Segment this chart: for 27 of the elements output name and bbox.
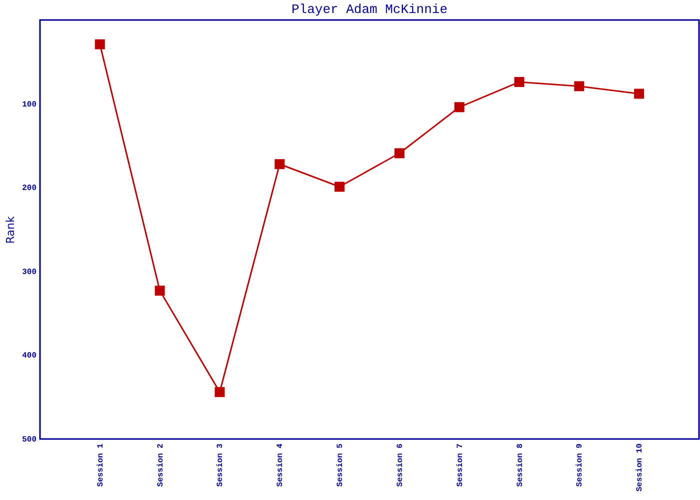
y-tick-label: 100 [22,100,37,110]
x-tick-label: Session 6 [396,443,405,487]
point [334,182,345,192]
point [454,102,464,112]
y-tick-label: 200 [22,184,37,194]
point [94,39,105,50]
x-tick-label: Session 8 [516,443,525,487]
x-tick-label: Session 2 [156,443,166,487]
x-tick-label: Session 1 [96,443,106,487]
x-tick-label: Session 4 [276,443,286,487]
x-tick-label: Session 7 [456,443,465,487]
x-tick-label: Session 5 [336,443,346,487]
y-tick-label: 500 [22,436,37,444]
chart-title: Player Adam McKinnie [291,2,448,17]
y-tick-label: 300 [22,268,37,277]
y-axis-title: Rank [4,216,18,244]
x-tick-label: Session 10 [636,443,645,492]
point [634,88,644,99]
point [154,286,165,296]
x-tick-label: Session 3 [216,443,226,487]
point [274,159,285,170]
y-tick-label: 400 [22,352,37,361]
point [394,148,404,158]
point [214,387,225,398]
point [574,81,584,92]
point [514,77,524,88]
x-tick-label: Session 9 [576,443,585,487]
